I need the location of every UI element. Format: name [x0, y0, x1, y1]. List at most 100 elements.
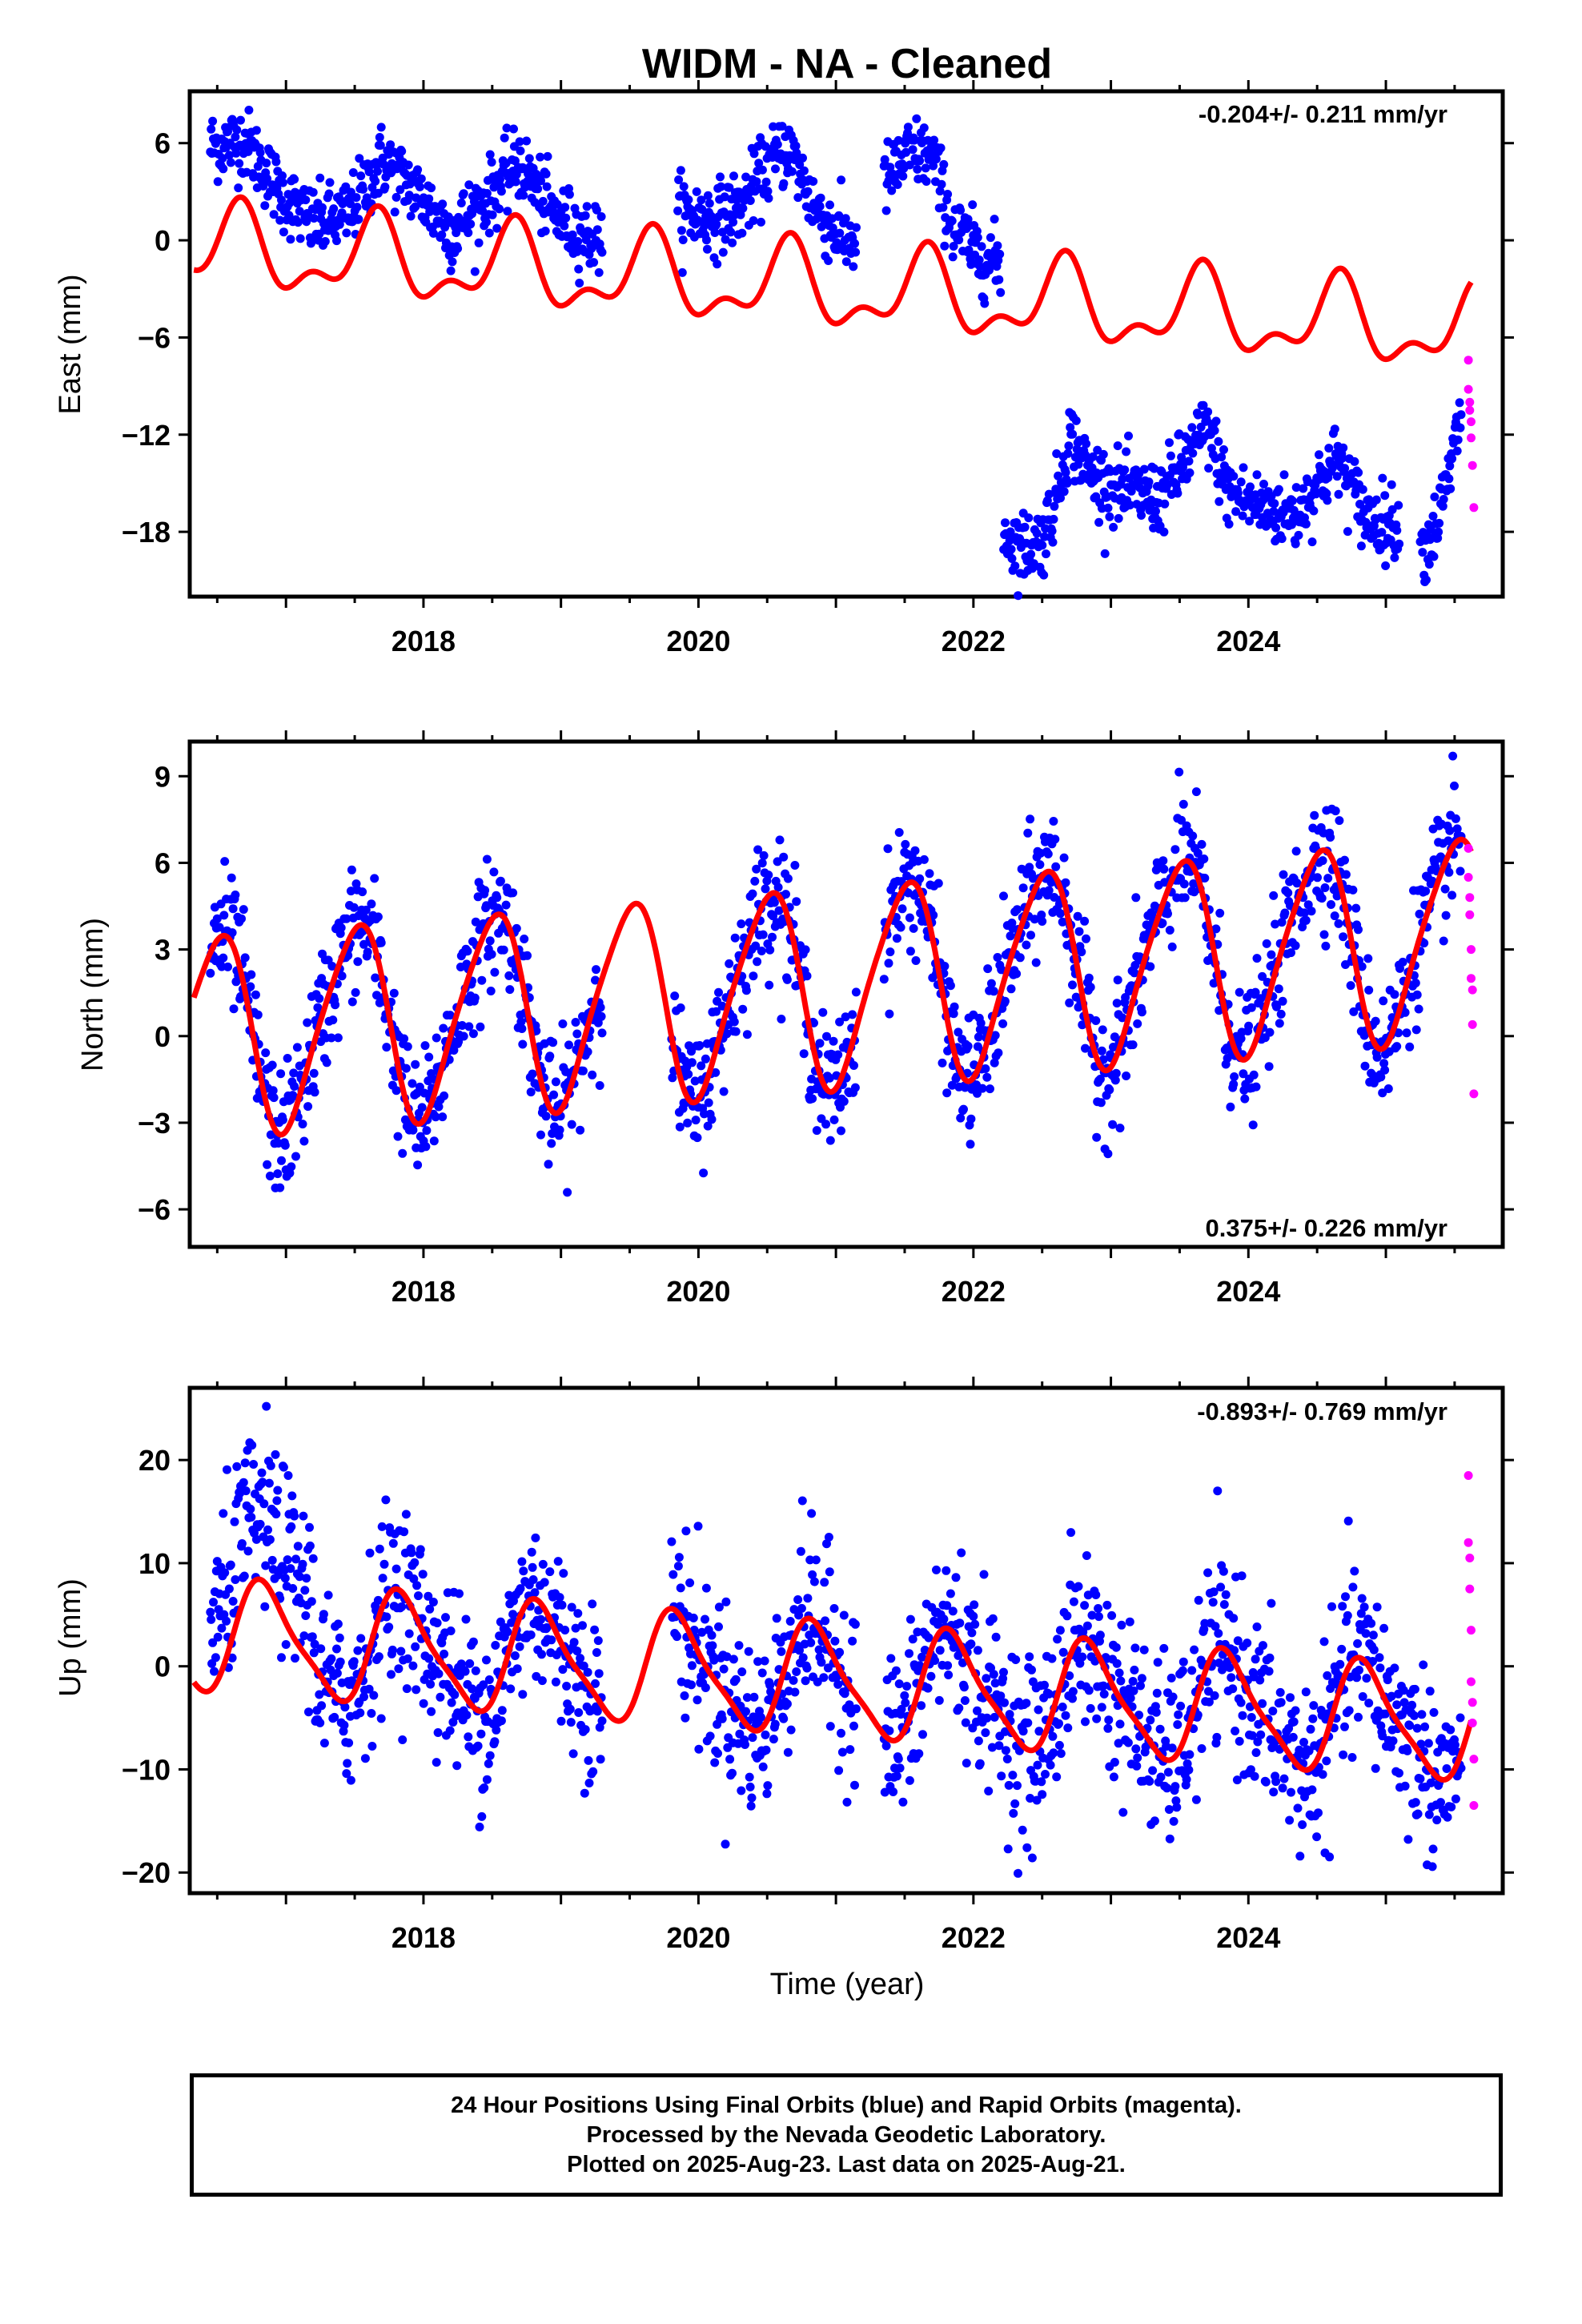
north-data-point	[1317, 894, 1327, 903]
up-data-point	[517, 1557, 527, 1566]
east-rapid-points	[1464, 356, 1479, 513]
up-data-point	[1151, 1707, 1161, 1717]
north-data-point	[237, 914, 246, 923]
east-data-point	[404, 191, 414, 200]
up-data-point	[365, 1548, 375, 1558]
up-data-point	[981, 1728, 990, 1738]
east-data-point	[582, 202, 592, 211]
north-data-point	[431, 1112, 440, 1122]
up-data-point	[569, 1638, 579, 1647]
east-data-point	[1217, 452, 1227, 462]
north-data-point	[825, 1136, 835, 1145]
north-data-point	[989, 987, 998, 996]
up-data-point	[970, 1619, 980, 1629]
north-data-point	[1390, 990, 1399, 999]
north-data-point	[1049, 817, 1058, 826]
up-data-point	[277, 1653, 286, 1663]
east-xtick-label: 2022	[942, 625, 1006, 657]
north-data-point	[1091, 1016, 1101, 1025]
up-data-point	[811, 1555, 821, 1565]
up-data-point	[1265, 1653, 1275, 1663]
up-data-point	[261, 1561, 271, 1570]
north-data-point	[1383, 1084, 1393, 1093]
up-rapid-point	[1465, 1584, 1475, 1594]
up-data-point	[1399, 1698, 1409, 1707]
east-data-point	[509, 124, 518, 134]
north-data-point	[373, 912, 383, 922]
north-data-point	[1265, 1027, 1275, 1037]
north-data-point	[978, 1084, 987, 1093]
north-data-point	[954, 1027, 963, 1037]
north-data-point	[849, 1061, 858, 1070]
north-data-point	[363, 947, 372, 957]
east-data-point	[677, 226, 686, 235]
up-data-point	[492, 1725, 501, 1735]
up-data-point	[1018, 1727, 1028, 1736]
north-data-point	[1278, 996, 1287, 1006]
up-data-point	[558, 1665, 568, 1675]
east-data-point	[1199, 400, 1208, 410]
up-data-point	[1214, 1629, 1223, 1638]
north-data-point	[361, 905, 371, 915]
north-data-point	[417, 1103, 427, 1112]
up-data-point	[851, 1704, 861, 1714]
up-data-point	[308, 1554, 318, 1563]
north-data-point	[1006, 931, 1015, 941]
up-data-point	[905, 1775, 914, 1785]
east-data-point	[710, 228, 720, 237]
east-data-point	[1309, 506, 1319, 516]
east-data-point	[1210, 426, 1219, 436]
east-data-point	[416, 174, 426, 183]
up-data-point	[1219, 1600, 1229, 1609]
north-data-point	[268, 1086, 278, 1096]
up-data-point	[942, 1566, 951, 1575]
up-data-point	[1129, 1686, 1138, 1695]
north-data-point	[821, 1120, 831, 1129]
up-data-point	[401, 1510, 411, 1519]
north-data-point	[983, 964, 993, 974]
east-data-point	[262, 159, 271, 168]
east-data-point	[837, 175, 846, 185]
north-data-point	[1115, 1124, 1125, 1133]
north-data-point	[1264, 1062, 1274, 1072]
up-data-point	[1074, 1582, 1083, 1591]
east-data-point	[931, 155, 941, 164]
north-data-point	[1112, 999, 1122, 1008]
up-data-point	[1268, 1707, 1278, 1716]
east-data-point	[1049, 514, 1058, 524]
north-data-point	[1256, 994, 1266, 1003]
north-data-point	[885, 1009, 894, 1019]
east-data-point	[1455, 398, 1464, 408]
up-data-point	[849, 1721, 858, 1731]
up-data-point	[923, 1683, 933, 1693]
up-rapid-point	[1464, 1471, 1473, 1480]
up-data-point	[387, 1645, 397, 1655]
up-data-point	[761, 1745, 771, 1755]
up-data-point	[1011, 1655, 1021, 1664]
east-data-point	[592, 225, 602, 235]
up-data-point	[1081, 1717, 1090, 1727]
up-data-point	[302, 1574, 311, 1583]
east-data-point	[1052, 449, 1062, 458]
north-data-point	[1109, 1043, 1118, 1051]
north-data-point	[690, 1076, 700, 1086]
up-data-point	[850, 1619, 860, 1629]
north-data-point	[940, 962, 950, 971]
north-data-point	[1126, 981, 1136, 991]
up-data-point	[1136, 1681, 1145, 1691]
up-data-point	[1118, 1807, 1128, 1817]
up-data-point	[427, 1707, 436, 1716]
east-data-point	[1422, 575, 1431, 585]
up-data-point	[701, 1683, 710, 1692]
north-data-point	[333, 1033, 343, 1043]
north-data-point	[768, 932, 777, 942]
up-data-point	[257, 1468, 267, 1478]
north-data-point	[1271, 919, 1280, 929]
east-data-point	[816, 193, 825, 203]
east-data-point	[1010, 561, 1020, 571]
east-data-point	[1270, 499, 1279, 509]
up-data-point	[1232, 1775, 1242, 1785]
up-data-point	[367, 1709, 376, 1718]
up-data-point	[1219, 1566, 1228, 1576]
up-data-point	[479, 1680, 488, 1690]
